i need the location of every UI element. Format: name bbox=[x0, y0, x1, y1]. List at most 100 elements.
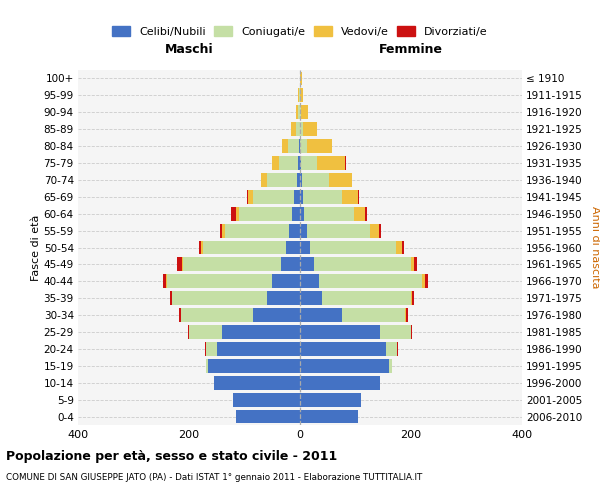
Bar bbox=[317, 156, 345, 170]
Bar bbox=[300, 190, 303, 203]
Bar bbox=[206, 359, 208, 373]
Bar bbox=[182, 258, 184, 272]
Bar bbox=[300, 240, 310, 254]
Bar bbox=[355, 207, 365, 220]
Bar bbox=[291, 122, 296, 136]
Bar bbox=[300, 72, 302, 86]
Bar bbox=[239, 207, 292, 220]
Bar bbox=[412, 292, 415, 305]
Bar bbox=[411, 258, 414, 272]
Text: Femmine: Femmine bbox=[379, 42, 443, 56]
Bar bbox=[188, 325, 189, 339]
Y-axis label: Fasce di età: Fasce di età bbox=[31, 214, 41, 280]
Bar bbox=[167, 274, 272, 288]
Bar bbox=[233, 392, 300, 406]
Bar bbox=[386, 342, 397, 356]
Bar bbox=[170, 292, 172, 305]
Bar bbox=[411, 292, 412, 305]
Bar bbox=[295, 190, 300, 203]
Bar bbox=[300, 224, 307, 237]
Bar bbox=[411, 325, 412, 339]
Bar bbox=[189, 325, 223, 339]
Bar bbox=[231, 207, 236, 220]
Bar bbox=[281, 258, 300, 272]
Bar bbox=[286, 240, 300, 254]
Bar bbox=[267, 173, 297, 187]
Bar bbox=[307, 139, 332, 153]
Bar bbox=[217, 342, 300, 356]
Bar bbox=[201, 240, 203, 254]
Bar bbox=[302, 173, 329, 187]
Bar bbox=[406, 308, 407, 322]
Bar bbox=[181, 308, 253, 322]
Bar bbox=[300, 258, 314, 272]
Bar bbox=[401, 240, 404, 254]
Bar bbox=[199, 240, 201, 254]
Bar bbox=[300, 173, 302, 187]
Bar bbox=[247, 190, 248, 203]
Bar bbox=[179, 308, 181, 322]
Y-axis label: Anni di nascita: Anni di nascita bbox=[590, 206, 599, 289]
Bar bbox=[300, 325, 380, 339]
Bar bbox=[414, 258, 416, 272]
Text: Popolazione per età, sesso e stato civile - 2011: Popolazione per età, sesso e stato civil… bbox=[6, 450, 337, 463]
Bar bbox=[297, 173, 300, 187]
Bar bbox=[279, 156, 298, 170]
Bar bbox=[163, 274, 166, 288]
Bar bbox=[358, 190, 359, 203]
Bar bbox=[266, 292, 300, 305]
Bar bbox=[301, 156, 317, 170]
Bar bbox=[298, 88, 299, 102]
Bar bbox=[300, 376, 380, 390]
Bar bbox=[203, 240, 286, 254]
Bar bbox=[248, 190, 253, 203]
Bar bbox=[300, 392, 361, 406]
Text: Maschi: Maschi bbox=[164, 42, 214, 56]
Bar bbox=[425, 274, 428, 288]
Bar bbox=[300, 274, 319, 288]
Bar bbox=[296, 122, 300, 136]
Bar bbox=[379, 224, 381, 237]
Bar bbox=[304, 207, 355, 220]
Bar bbox=[236, 207, 239, 220]
Bar bbox=[253, 308, 300, 322]
Bar bbox=[214, 376, 300, 390]
Bar bbox=[281, 139, 289, 153]
Bar bbox=[298, 156, 300, 170]
Bar bbox=[396, 240, 401, 254]
Bar bbox=[222, 224, 225, 237]
Bar bbox=[292, 207, 300, 220]
Bar bbox=[300, 106, 301, 119]
Bar bbox=[300, 342, 386, 356]
Bar bbox=[236, 410, 300, 424]
Bar bbox=[253, 190, 295, 203]
Bar bbox=[225, 224, 289, 237]
Bar bbox=[380, 325, 411, 339]
Bar bbox=[300, 292, 322, 305]
Legend: Celibi/Nubili, Coniugati/e, Vedovi/e, Divorziati/e: Celibi/Nubili, Coniugati/e, Vedovi/e, Di… bbox=[110, 24, 490, 40]
Bar bbox=[172, 292, 266, 305]
Bar bbox=[289, 224, 300, 237]
Bar bbox=[223, 325, 300, 339]
Bar bbox=[220, 224, 223, 237]
Bar bbox=[300, 308, 341, 322]
Bar bbox=[208, 359, 300, 373]
Text: COMUNE DI SAN GIUSEPPE JATO (PA) - Dati ISTAT 1° gennaio 2011 - Elaborazione TUT: COMUNE DI SAN GIUSEPPE JATO (PA) - Dati … bbox=[6, 472, 422, 482]
Bar bbox=[272, 274, 300, 288]
Bar bbox=[310, 240, 396, 254]
Bar bbox=[272, 156, 279, 170]
Bar bbox=[319, 274, 422, 288]
Bar bbox=[300, 122, 303, 136]
Bar bbox=[289, 139, 299, 153]
Bar bbox=[307, 224, 370, 237]
Bar bbox=[261, 173, 266, 187]
Bar bbox=[365, 207, 367, 220]
Bar bbox=[206, 342, 217, 356]
Bar bbox=[389, 359, 392, 373]
Bar bbox=[300, 410, 358, 424]
Bar bbox=[166, 274, 167, 288]
Bar bbox=[300, 359, 389, 373]
Bar bbox=[177, 258, 182, 272]
Bar bbox=[329, 173, 352, 187]
Bar bbox=[341, 308, 406, 322]
